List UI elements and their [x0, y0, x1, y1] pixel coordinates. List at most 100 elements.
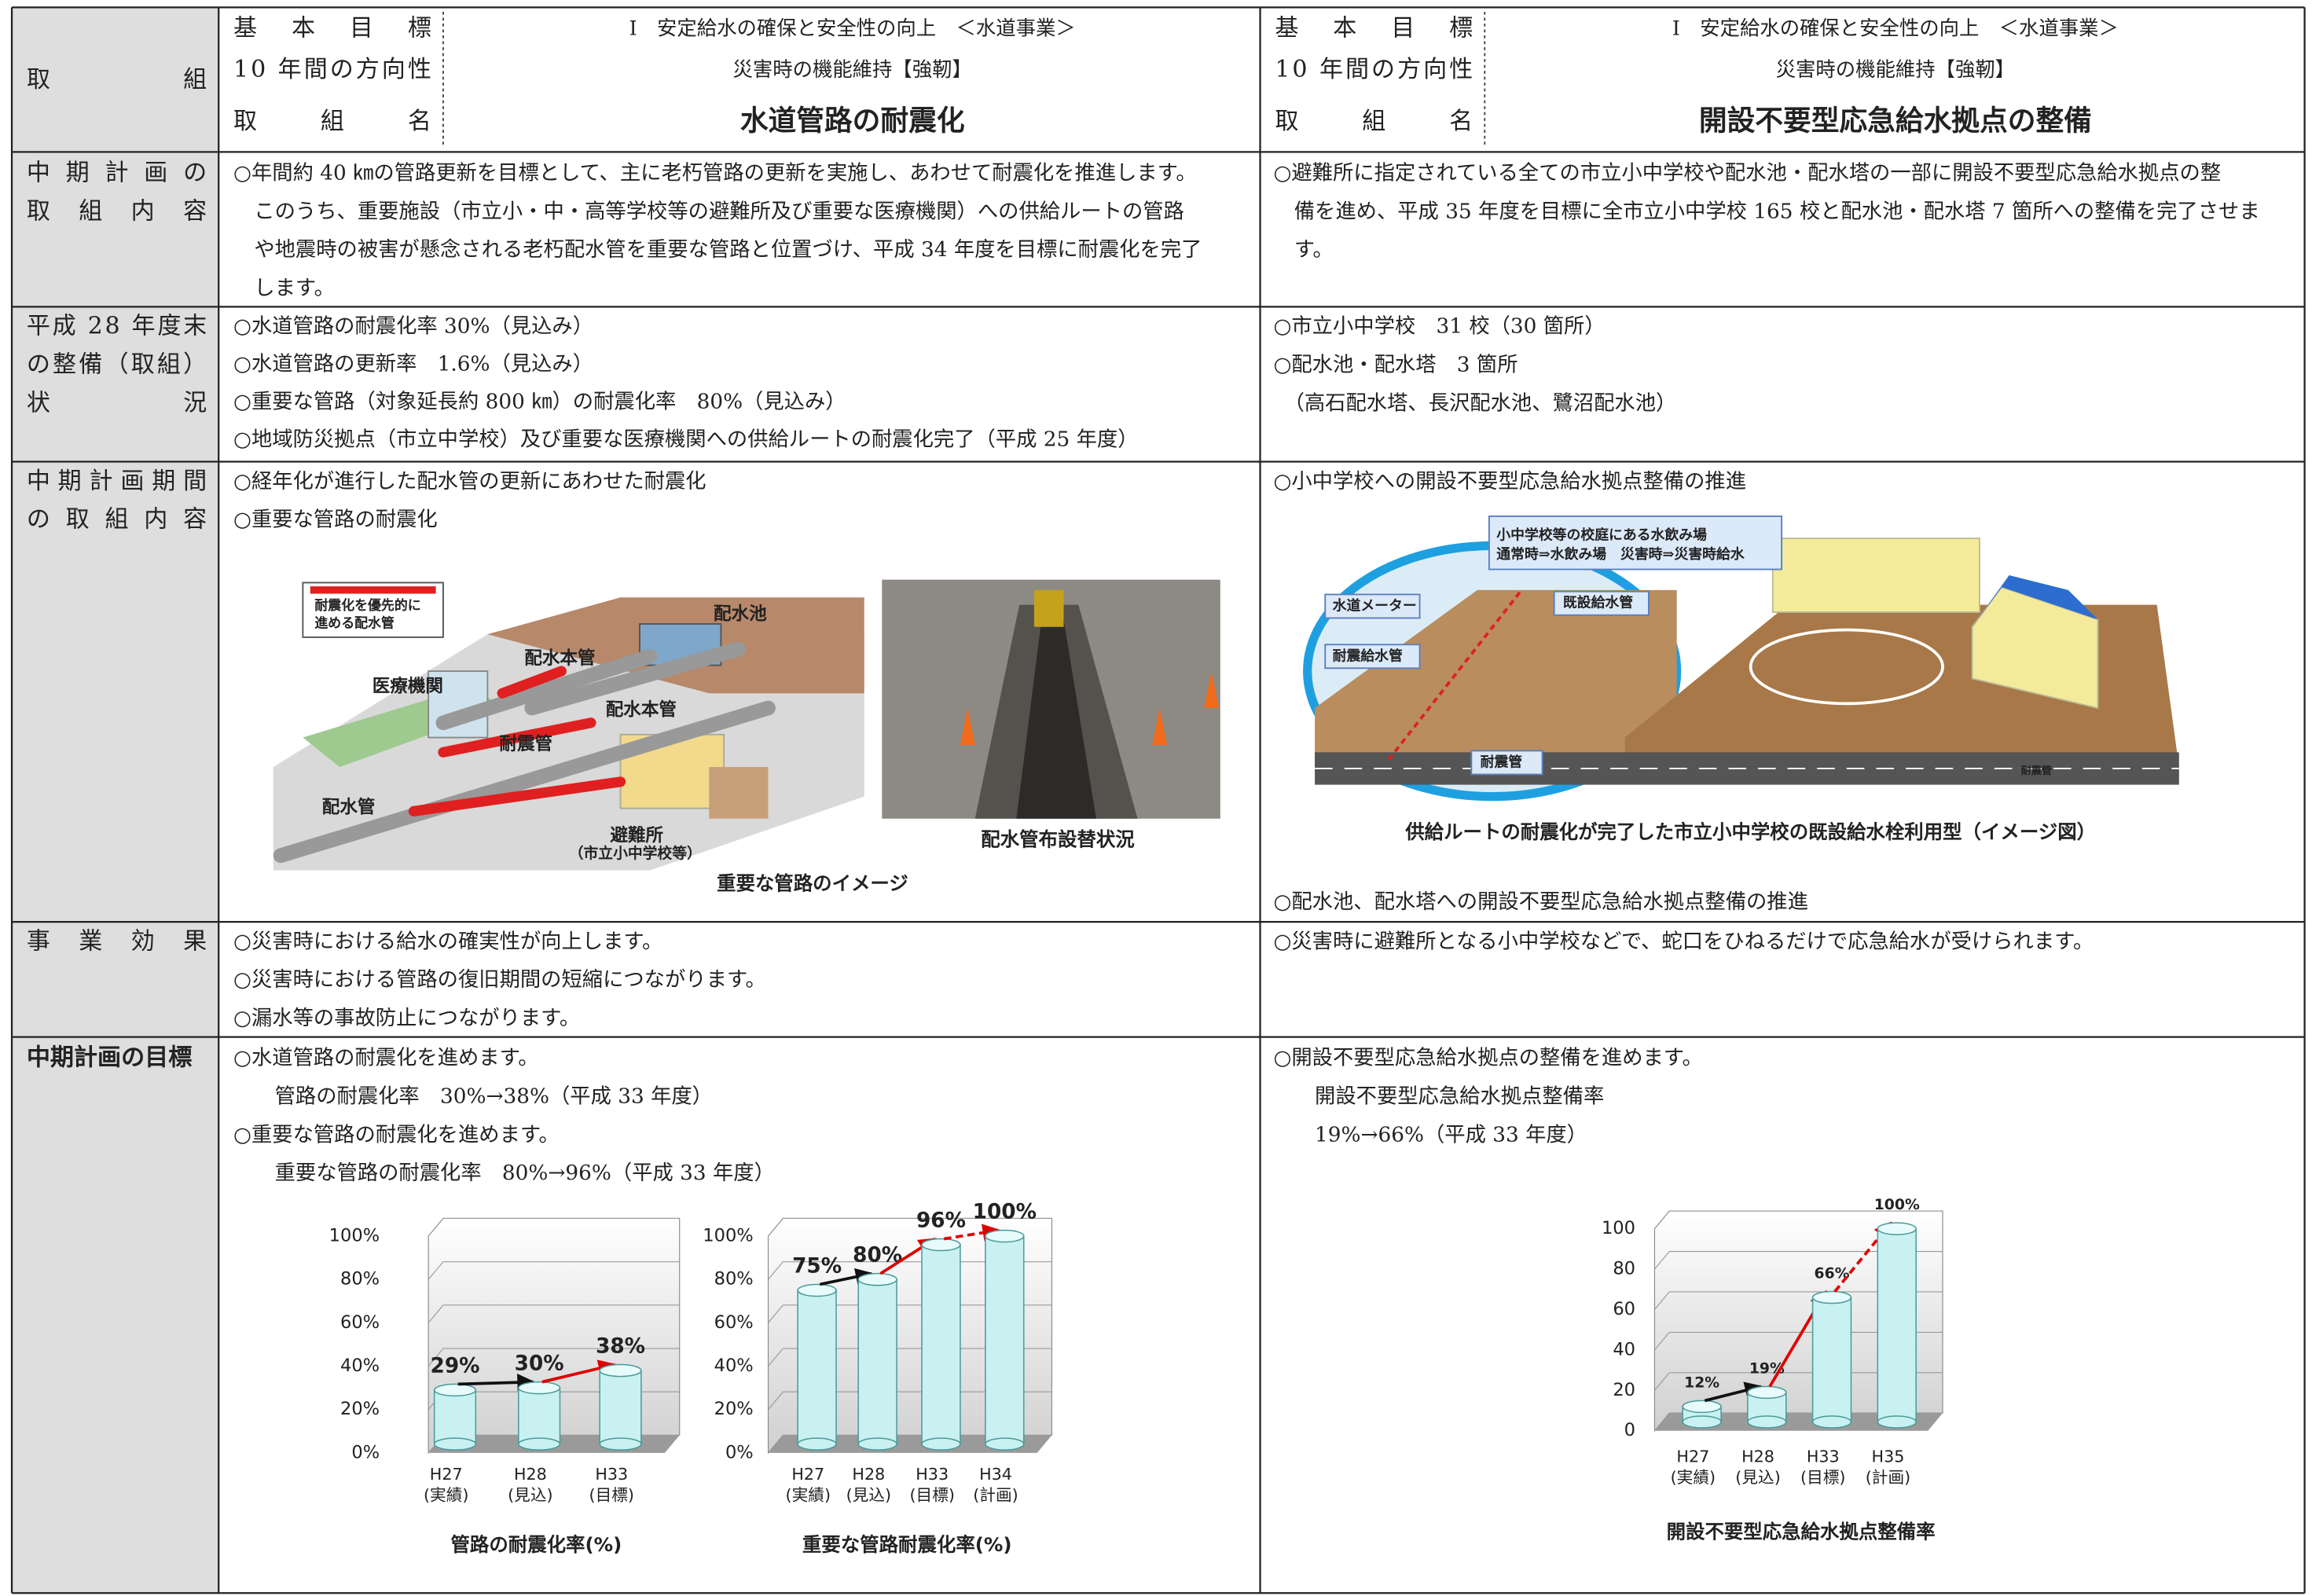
body-line: ○経年化が進行した配水管の更新にあわせた耐震化 — [233, 470, 706, 493]
value-label: 30% — [515, 1352, 564, 1376]
category-note: (実績) — [1671, 1468, 1716, 1487]
bar-top — [435, 1384, 476, 1396]
bar-base — [1877, 1416, 1916, 1428]
x-tick-label: H28 — [514, 1465, 547, 1484]
body-line: ○開設不要型応急給水拠点の整備を進めます。 — [1273, 1047, 1702, 1070]
y-tick-label: 100% — [703, 1226, 753, 1246]
figure-label: 進める配水管 — [314, 615, 395, 631]
row-label: 平成 28 年度末 — [27, 313, 207, 340]
figure-caption: 配水管布設替状況 — [981, 827, 1134, 850]
category-note: (目標) — [1800, 1468, 1845, 1487]
bar-top — [798, 1284, 836, 1296]
body-line: ○避難所に指定されている全ての市立小中学校や配水池・配水塔の一部に開設不要型応急… — [1273, 162, 2221, 185]
figure-caption: 重要な管路のイメージ — [717, 872, 908, 895]
figure-label: 配水管 — [322, 797, 376, 818]
figure-label: 配水本管 — [606, 699, 677, 721]
body-line: ○災害時における給水の確実性が向上します。 — [233, 930, 662, 953]
body-line: ○年間約 40 ㎞の管路更新を目標として、主に老朽管路の更新を実施し、あわせて耐… — [233, 162, 1197, 185]
bar-top — [1877, 1223, 1916, 1235]
page: { "header":{"row_label":"取組", "left":{"r… — [0, 0, 2312, 1596]
header-label: 基 本 目 標 — [233, 15, 431, 42]
figure-label: 耐震給水管 — [1333, 647, 1403, 664]
y-tick-label: 100 — [1602, 1218, 1635, 1238]
header-value: 災害時の機能維持【強靭】 — [1776, 57, 2015, 81]
bar — [1813, 1297, 1851, 1422]
y-tick-label: 0 — [1624, 1420, 1635, 1440]
value-label: 38% — [596, 1335, 645, 1359]
body-line: 備を進め、平成 35 年度を目標に全市立小中学校 165 校と配水池・配水塔 7… — [1273, 200, 2259, 223]
y-tick-label: 40% — [340, 1356, 380, 1376]
y-tick-label: 100% — [329, 1226, 380, 1246]
figure-label: 通常時⇒水飲み場 災害時⇒災害時給水 — [1496, 545, 1745, 563]
figure-label: 医療機関 — [372, 676, 443, 697]
category-note: (計画) — [973, 1485, 1018, 1504]
chart-title: 開設不要型応急給水拠点整備率 — [1667, 1520, 1936, 1543]
value-label: 100% — [973, 1200, 1037, 1224]
x-tick-label: H27 — [430, 1465, 463, 1484]
body-line: ○配水池・配水塔 3 箇所 — [1273, 354, 1517, 377]
header-label: 基 本 目 標 — [1275, 15, 1473, 42]
bar — [858, 1279, 897, 1444]
row-label: 中期計画の目標 — [27, 1044, 193, 1072]
y-tick-label: 0% — [725, 1442, 754, 1462]
chart-title: 管路の耐震化率(%) — [451, 1533, 622, 1556]
category-note: (見込) — [846, 1485, 891, 1504]
header-value: 災害時の機能維持【強靭】 — [733, 57, 972, 81]
body-line: ○重要な管路（対象延長約 800 ㎞）の耐震化率 80%（見込み） — [233, 390, 846, 413]
bar-top — [985, 1230, 1024, 1242]
bar — [519, 1388, 560, 1444]
body-line: ○災害時における管路の復旧期間の短縮につながります。 — [233, 968, 766, 992]
header-value: Ⅰ 安定給水の確保と安全性の向上 ＜水道事業＞ — [629, 17, 1076, 40]
figure-label: 配水池 — [714, 604, 767, 625]
body-line: ○配水池、配水塔への開設不要型応急給水拠点整備の推進 — [1273, 890, 1807, 914]
figure-label: （市立小中学校等） — [569, 844, 702, 862]
header-value: Ⅰ 安定給水の確保と安全性の向上 ＜水道事業＞ — [1672, 17, 2119, 40]
bar — [985, 1236, 1024, 1444]
body-line: （高石配水塔、長沢配水池、鷺沼配水池） — [1273, 391, 1676, 415]
y-tick-label: 20% — [714, 1399, 754, 1419]
value-label: 96% — [916, 1209, 966, 1233]
body-line: ○水道管路の更新率 1.6%（見込み） — [233, 353, 593, 376]
y-tick-label: 60 — [1613, 1299, 1635, 1319]
bar — [600, 1370, 641, 1444]
figure-label: 小中学校等の校庭にある水飲み場 — [1496, 526, 1707, 543]
x-tick-label: H33 — [595, 1465, 628, 1484]
value-label: 100% — [1874, 1197, 1920, 1213]
category-note: (見込) — [1735, 1468, 1780, 1487]
x-tick-label: H35 — [1872, 1447, 1905, 1466]
chart-title: 重要な管路耐震化率(%) — [802, 1533, 1012, 1556]
bar — [435, 1390, 476, 1444]
bar-base — [858, 1438, 897, 1450]
category-note: (実績) — [786, 1485, 831, 1504]
body-line: や地震時の被害が懸念される老朽配水管を重要な管路と位置づけ、平成 34 年度を目… — [233, 238, 1202, 262]
bar-base — [1683, 1416, 1721, 1428]
figure-label: 既設給水管 — [1563, 594, 1633, 611]
bar-top — [1748, 1386, 1786, 1398]
body-line: ○地域防災拠点（市立中学校）及び重要な医療機関への供給ルートの耐震化完了（平成 … — [233, 427, 1138, 451]
initiative-title: 水道管路の耐震化 — [740, 104, 965, 137]
header-label: 取 組 名 — [1275, 108, 1473, 135]
x-tick-label: H28 — [852, 1465, 885, 1484]
figure-label: 耐震管 — [499, 733, 552, 754]
category-note: (実績) — [424, 1485, 468, 1504]
body-line: このうち、重要施設（市立小・中・高等学校等の避難所及び重要な医療機関）への供給ル… — [233, 200, 1184, 223]
x-tick-label: H33 — [1807, 1447, 1840, 1466]
bar-base — [1748, 1416, 1786, 1428]
body-line: 開設不要型応急給水拠点整備率 — [1273, 1085, 1604, 1109]
figure-label: 耐震管 — [2021, 764, 2052, 777]
value-label: 29% — [431, 1354, 480, 1378]
body-line: ○漏水等の事故防止につながります。 — [233, 1007, 580, 1030]
bar-base — [798, 1438, 836, 1450]
body-line: ○災害時に避難所となる小中学校などで、蛇口をひねるだけで応急給水が受けられます。 — [1273, 930, 2094, 953]
y-tick-label: 60% — [340, 1312, 380, 1333]
bar — [798, 1290, 836, 1444]
figure-caption: 供給ルートの耐震化が完了した市立小中学校の既設給水栓利用型（イメージ図） — [1404, 820, 2096, 843]
figure-label: 耐震管 — [1481, 753, 1523, 770]
body-line: ○市立小中学校 31 校（30 箇所） — [1273, 315, 1605, 339]
bar-top — [1683, 1400, 1721, 1412]
bar-top — [600, 1365, 641, 1377]
category-note: (見込) — [508, 1485, 552, 1504]
header-label: 10 年間の方向性 — [233, 56, 431, 83]
initiative-title: 開設不要型応急給水拠点の整備 — [1699, 104, 2092, 137]
header-label: 取 組 名 — [233, 108, 431, 135]
